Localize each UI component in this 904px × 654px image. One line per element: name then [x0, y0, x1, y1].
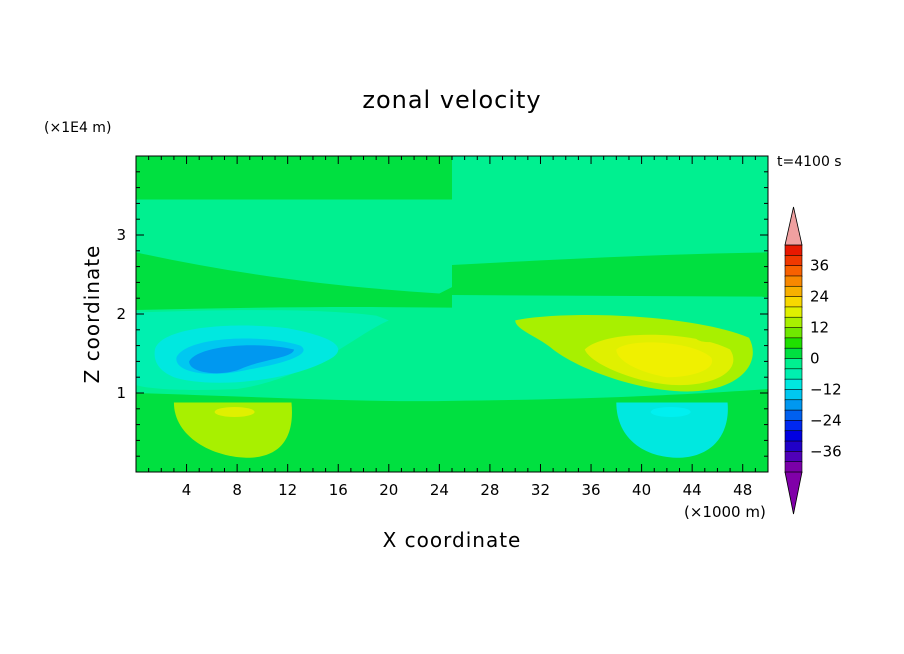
x-tick-label: 36: [581, 481, 600, 499]
x-tick-label: 24: [430, 481, 449, 499]
colorbar-segment: [784, 451, 803, 463]
colorbar-segment: [784, 430, 803, 442]
colorbar-segment: [784, 461, 803, 473]
x-tick-label: 44: [683, 481, 702, 499]
x-axis-label: X coordinate: [382, 528, 522, 552]
x-unit-label: (×1000 m): [684, 503, 766, 521]
colorbar-segment: [784, 316, 803, 329]
x-tick-label: 12: [278, 481, 297, 499]
colorbar-segment: [784, 409, 803, 422]
colorbar-segment: [784, 327, 803, 339]
colorbar-segment: [784, 255, 803, 267]
x-tick-label: 40: [632, 481, 651, 499]
neg-region-core: [189, 345, 294, 374]
y-tick-label: 2: [116, 305, 126, 323]
pos-region-small: [694, 330, 723, 343]
colorbar-tick-label: −24: [810, 411, 842, 429]
lower-left-region: [173, 402, 292, 458]
velocity-field: [136, 156, 768, 472]
colorbar-segment: [784, 420, 803, 432]
band-middle: [136, 199, 768, 294]
colorbar-segment: [784, 296, 803, 308]
colorbar-segment: [784, 389, 803, 401]
colorbar-segment: [784, 399, 803, 411]
pos-region-core: [616, 342, 713, 378]
lower-right-core: [650, 406, 691, 417]
colorbar-min-arrow: [784, 471, 803, 515]
time-label: t=4100 s: [777, 154, 842, 170]
colorbar-tick-label: 0: [810, 350, 820, 368]
colorbar-tick-label: 12: [810, 319, 829, 337]
y-axis-label: Z coordinate: [80, 244, 104, 384]
colorbar-tick-label: 36: [810, 257, 829, 275]
band-top-right: [452, 156, 768, 200]
colorbar-segment: [784, 378, 803, 391]
colorbar-segment: [784, 306, 803, 319]
colorbar-segment: [784, 337, 803, 349]
x-axis-ticks: 4 8 12 16 20 24 28 32 36 40 44 48: [148, 156, 756, 499]
y-tick-label: 3: [116, 226, 126, 244]
colorbar-segment: [784, 244, 803, 257]
colorbar-segment: [784, 285, 803, 298]
chart-title: zonal velocity: [362, 86, 542, 114]
small-blob: [434, 224, 465, 241]
y-axis-ticks: 1 2 3: [116, 171, 768, 457]
colorbar-segment: [784, 265, 803, 277]
x-tick-label: 48: [733, 481, 752, 499]
lower-right-region: [616, 402, 728, 458]
y-unit-label: (×1E4 m): [44, 120, 112, 136]
colorbar-tick-label: −12: [810, 380, 842, 398]
colorbar-segment: [784, 358, 803, 370]
colorbar-max-arrow: [784, 206, 803, 246]
colorbar-segment: [784, 440, 803, 453]
x-tick-label: 32: [531, 481, 550, 499]
x-tick-label: 20: [379, 481, 398, 499]
colorbar-segment: [784, 347, 803, 360]
x-tick-label: 28: [480, 481, 499, 499]
lower-left-core: [214, 406, 255, 417]
colorbar-tick-label: 24: [810, 288, 829, 306]
x-tick-label: 4: [182, 481, 192, 499]
colorbar: 36 24 12 0 −12 −24 −36: [784, 206, 842, 515]
colorbar-tick-label: −36: [810, 442, 842, 460]
y-tick-label: 1: [116, 384, 126, 402]
colorbar-segment: [784, 368, 803, 380]
x-tick-label: 16: [329, 481, 348, 499]
x-tick-label: 8: [232, 481, 242, 499]
colorbar-segment: [784, 275, 803, 288]
